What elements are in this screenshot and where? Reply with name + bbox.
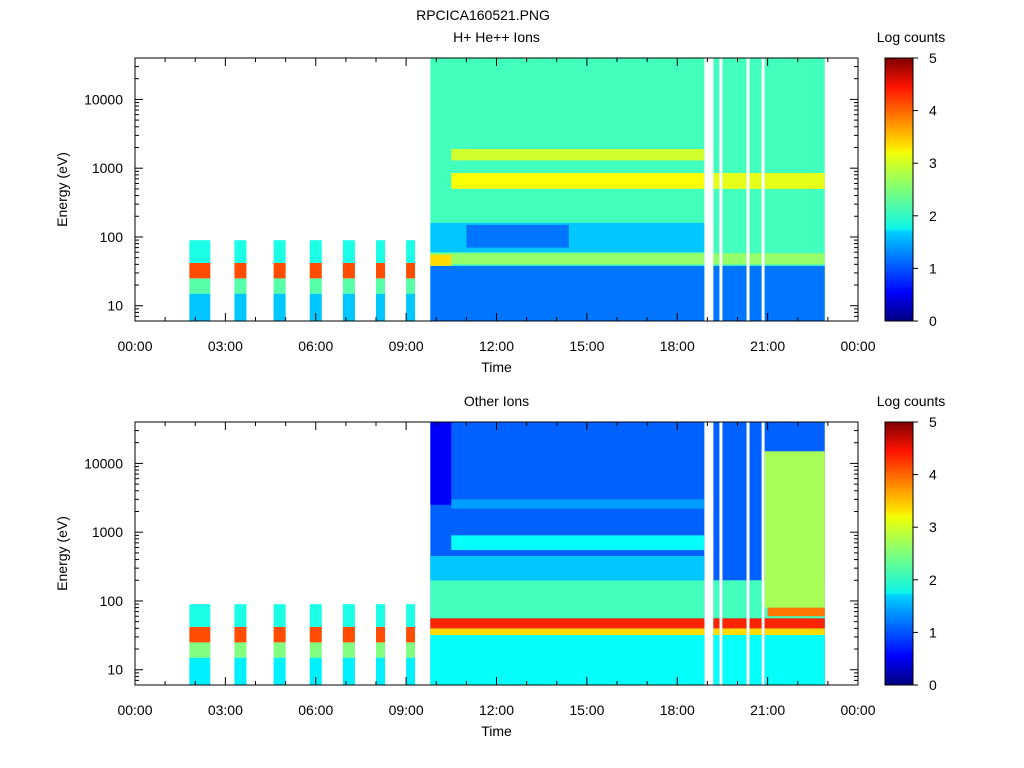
y-axis-label: Energy (eV): [54, 152, 70, 227]
heatmap-band-9: [451, 149, 705, 161]
figure-title: RPCICA160521.PNG: [416, 7, 550, 23]
colorbar-tick-label: 4: [929, 103, 937, 119]
y-tick-label: 10: [107, 298, 123, 314]
x-tick-label: 00:00: [840, 338, 875, 354]
colorbar-tick-label: 1: [929, 624, 937, 640]
heatmap-band-5: [430, 618, 825, 629]
panel-title: H+ He++ Ions: [453, 29, 540, 45]
x-tick-label: 15:00: [569, 338, 604, 354]
heatmap-band-8: [713, 173, 825, 189]
y-tick-label: 10: [107, 662, 123, 678]
x-axis-label: Time: [481, 723, 512, 739]
heatmap-band-6: [430, 254, 452, 266]
heatmap-band-12: [189, 262, 416, 279]
heatmap: [189, 422, 825, 685]
y-tick-label: 100: [100, 593, 124, 609]
heatmap-band-7: [430, 556, 705, 581]
colorbar-tick-label: 0: [929, 677, 937, 693]
heatmap-band-2: [430, 422, 452, 505]
colorbar-label: Log counts: [877, 29, 946, 45]
colorbar: [884, 421, 914, 686]
x-tick-label: 18:00: [660, 338, 695, 354]
colorbar-tick-label: 3: [929, 155, 937, 171]
panel-title: Other Ions: [464, 393, 529, 409]
x-tick-label: 21:00: [750, 338, 785, 354]
y-axis-label: Energy (eV): [54, 516, 70, 591]
colorbar-tick-label: 2: [929, 572, 937, 588]
x-tick-label: 15:00: [569, 702, 604, 718]
heatmap-band-10: [764, 451, 825, 608]
heatmap-band-10: [189, 293, 416, 321]
x-tick-label: 06:00: [298, 702, 333, 718]
x-tick-label: 03:00: [208, 338, 243, 354]
x-tick-label: 18:00: [660, 702, 695, 718]
x-tick-label: 12:00: [479, 702, 514, 718]
x-tick-label: 21:00: [750, 702, 785, 718]
heatmap-band-11: [189, 278, 416, 294]
heatmap-band-4: [430, 628, 825, 635]
colorbar-tick-label: 5: [929, 414, 937, 430]
colorbar-tick-label: 0: [929, 313, 937, 329]
y-tick-label: 100: [100, 229, 124, 245]
x-tick-label: 09:00: [389, 702, 424, 718]
y-tick-label: 10000: [84, 455, 123, 471]
x-tick-label: 12:00: [479, 338, 514, 354]
heatmap-band-8: [451, 535, 705, 551]
x-tick-label: 00:00: [117, 338, 152, 354]
x-tick-label: 03:00: [208, 702, 243, 718]
heatmap-band-9: [451, 499, 705, 509]
x-axis-label: Time: [481, 359, 512, 375]
y-tick-label: 1000: [92, 160, 123, 176]
heatmap-band-14: [189, 626, 416, 643]
colorbar-tick-label: 3: [929, 519, 937, 535]
colorbar: [884, 57, 914, 322]
y-tick-label: 1000: [92, 524, 123, 540]
colorbar-tick-label: 4: [929, 467, 937, 483]
panel-1: H+ He++ Ions 00:00 03:00 06:00 09:00 12:00 15:…: [54, 29, 945, 375]
heatmap-band-5: [430, 253, 825, 265]
colorbar-tick-label: 1: [929, 260, 937, 276]
heatmap-band-12: [189, 657, 416, 685]
heatmap-band-7: [451, 173, 705, 189]
heatmap-band-2: [430, 265, 825, 321]
panel-2: Other Ions 00:00 03:00 06:00 09:00 12:00 15:00…: [54, 393, 945, 739]
heatmap-band-13: [189, 240, 416, 263]
heatmap: [189, 58, 825, 321]
colorbar-label: Log counts: [877, 393, 946, 409]
colorbar-tick-label: 2: [929, 208, 937, 224]
heatmap-band-6: [430, 580, 825, 619]
heatmap-band-15: [189, 604, 416, 627]
x-tick-label: 00:00: [840, 702, 875, 718]
y-tick-label: 10000: [84, 91, 123, 107]
heatmap-band-11: [767, 607, 825, 617]
x-tick-label: 09:00: [389, 338, 424, 354]
x-tick-label: 06:00: [298, 338, 333, 354]
heatmap-band-3: [430, 634, 825, 685]
heatmap-band-4: [466, 224, 569, 248]
heatmap-band-13: [189, 642, 416, 658]
colorbar-tick-label: 5: [929, 50, 937, 66]
x-tick-label: 00:00: [117, 702, 152, 718]
